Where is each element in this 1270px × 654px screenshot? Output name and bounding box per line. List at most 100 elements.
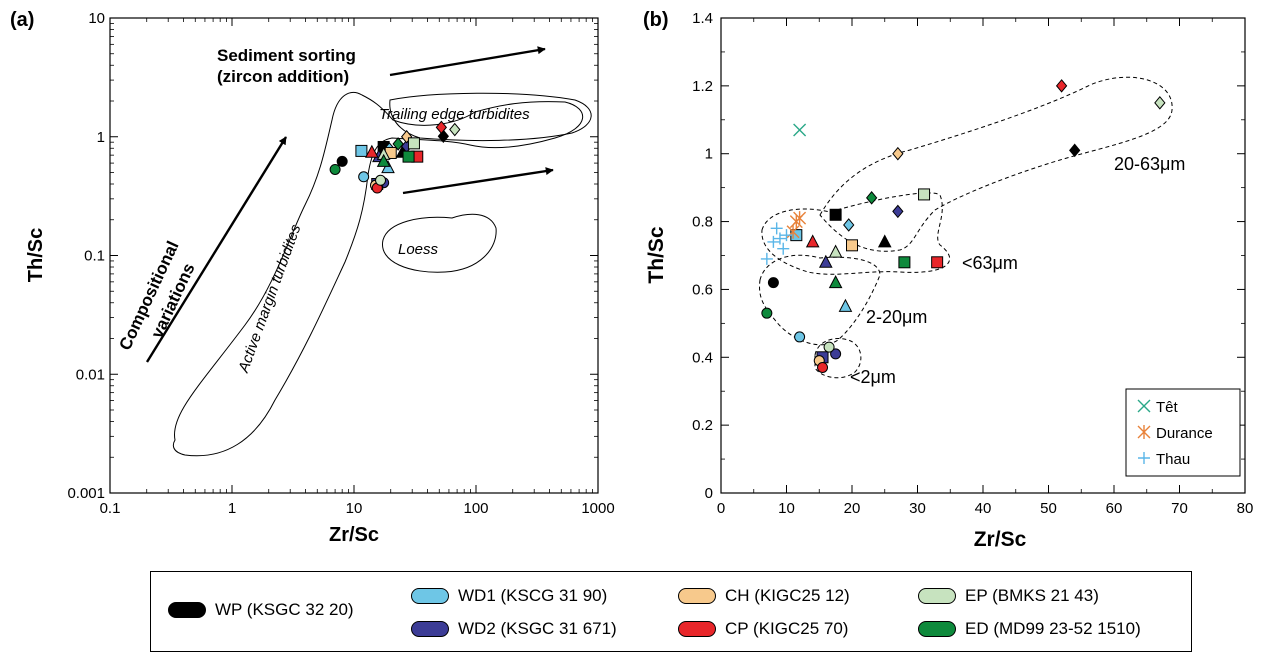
sorting-arrow-upper xyxy=(389,46,546,77)
point-ed-triangle xyxy=(828,275,843,289)
panel-a-letter: (a) xyxy=(10,9,34,31)
point-ed-triangle xyxy=(376,153,391,167)
point-ep-diamond xyxy=(1154,96,1166,110)
point-cp-triangle xyxy=(805,234,820,248)
legend-label-wd2: WD2 (KSGC 31 671) xyxy=(458,619,617,638)
panel-b-letter: (b) xyxy=(643,9,669,31)
point-ch-square xyxy=(846,239,858,252)
sample-legend: WP (KSGC 32 20) WD1 (KSCG 31 90) WD2 (KS… xyxy=(150,571,1192,652)
x-tick-label: 1 xyxy=(228,500,236,517)
trailing-edge-field-outline xyxy=(389,92,592,142)
panel-a-xlabel: Zr/Sc xyxy=(329,524,379,546)
legend-label-wp: WP (KSGC 32 20) xyxy=(215,600,354,619)
point-wp-circle xyxy=(336,155,348,167)
loess-label: Loess xyxy=(398,241,439,258)
x-tick-label: 1000 xyxy=(581,500,614,517)
legend-swatch-ch xyxy=(678,588,716,604)
point-ep-square xyxy=(918,188,931,201)
point-thau-plus xyxy=(777,242,790,255)
y-tick-label: 1.4 xyxy=(692,10,713,27)
x-tick-label: 50 xyxy=(1040,500,1057,517)
group-label-20-63um: 20-63μm xyxy=(1114,154,1185,174)
point-wd2-circle xyxy=(830,348,842,360)
point-ep-triangle xyxy=(828,244,843,258)
point-wp-triangle xyxy=(877,234,892,248)
legend-label-ed: ED (MD99 23-52 1510) xyxy=(965,619,1141,638)
point-thau-plus xyxy=(760,252,773,265)
sorting-label-line2: (zircon addition) xyxy=(217,67,349,86)
point-thau-plus xyxy=(770,222,783,235)
inset-legend: Têt Durance Thau xyxy=(1137,399,1213,468)
legend-item-ep: EP (BMKS 21 43) xyxy=(918,586,1099,606)
point-wd2-triangle xyxy=(818,254,833,268)
legend-item-wd1: WD1 (KSCG 31 90) xyxy=(411,586,607,606)
x-tick-label: 10 xyxy=(778,500,795,517)
y-tick-label: 1.2 xyxy=(692,78,713,95)
point-thau-plus xyxy=(767,235,780,248)
point-ep-circle xyxy=(823,341,835,353)
point-durance-asterisk xyxy=(793,211,807,226)
panel-b-xlabel: Zr/Sc xyxy=(974,528,1027,551)
group-label-2-20um: 2-20μm xyxy=(866,307,927,327)
panel-b-points xyxy=(760,79,1166,373)
sorting-arrow-lower xyxy=(402,167,554,195)
point-cp-circle xyxy=(817,361,829,373)
point-ed-circle xyxy=(329,163,341,175)
point-thau-plus xyxy=(780,229,793,242)
panel-a-ylabel: Th/Sc xyxy=(25,228,47,282)
legend-item-ch: CH (KIGC25 12) xyxy=(678,586,850,606)
panel-a-points xyxy=(329,120,461,194)
group-label-lt63um: <63μm xyxy=(962,253,1018,273)
point-cp-diamond xyxy=(435,120,448,135)
x-tick-label: 60 xyxy=(1106,500,1123,517)
x-tick-label: 40 xyxy=(975,500,992,517)
active-margin-label: Active margin turbidites xyxy=(235,222,305,376)
legend-label-thau: Thau xyxy=(1156,451,1190,468)
point-wd1-triangle xyxy=(838,298,853,312)
x-tick-label: 0.1 xyxy=(100,500,121,517)
legend-swatch-wp xyxy=(168,602,206,618)
trailing-edge-label: Trailing edge turbidites xyxy=(379,106,530,123)
point-wd1-circle xyxy=(794,331,806,343)
x-tick-label: 20 xyxy=(844,500,861,517)
legend-label-wd1: WD1 (KSCG 31 90) xyxy=(458,586,608,605)
group-label-lt2um: <2μm xyxy=(850,367,896,387)
y-tick-label: 0.001 xyxy=(67,485,105,502)
point-ep-circle xyxy=(375,174,387,186)
group-outline-20-63um xyxy=(819,76,1173,252)
x-tick-label: 80 xyxy=(1237,500,1254,517)
legend-swatch-wd2 xyxy=(411,621,449,637)
legend-label-durance: Durance xyxy=(1156,425,1213,442)
group-outline-2-20um xyxy=(759,254,881,346)
panel-a: (a) 0.1 1 10 100 1000 0.001 0.01 0.1 1 10 Zr/Sc T… xyxy=(10,9,615,546)
y-tick-label: 0.1 xyxy=(84,248,105,265)
point-cp-triangle xyxy=(365,144,379,158)
point-tet-x xyxy=(793,123,807,137)
point-wd1-diamond xyxy=(843,218,855,232)
legend-swatch-wd1 xyxy=(411,588,449,604)
group-outline-lt63um xyxy=(761,192,951,275)
x-tick-label: 0 xyxy=(717,500,725,517)
y-tick-label: 1 xyxy=(97,129,105,146)
point-ed-diamond xyxy=(392,137,404,151)
loess-field-outline xyxy=(382,213,497,273)
legend-label-tet: Têt xyxy=(1156,399,1179,416)
point-wp-square xyxy=(829,208,842,221)
point-ed-square xyxy=(898,256,911,269)
legend-marker-tet xyxy=(1137,399,1151,413)
group-outline-lt2um xyxy=(814,338,862,379)
point-cp-square xyxy=(931,256,944,269)
y-tick-label: 0 xyxy=(705,485,713,502)
legend-item-ed: ED (MD99 23-52 1510) xyxy=(918,619,1141,639)
x-tick-label: 70 xyxy=(1171,500,1188,517)
panel-b-axes: 0 10 20 30 40 50 60 70 80 0 0.2 0.4 0.6 0.8 1 1.2 1.4 xyxy=(692,10,1253,517)
point-ed-diamond xyxy=(865,191,878,205)
legend-label-cp: CP (KIGC25 70) xyxy=(725,619,849,638)
point-ep-square xyxy=(407,137,420,150)
point-thau-plus xyxy=(773,232,786,245)
y-tick-label: 0.8 xyxy=(692,214,713,231)
y-tick-label: 1 xyxy=(705,146,713,163)
point-wp-circle xyxy=(767,277,779,289)
legend-swatch-cp xyxy=(678,621,716,637)
